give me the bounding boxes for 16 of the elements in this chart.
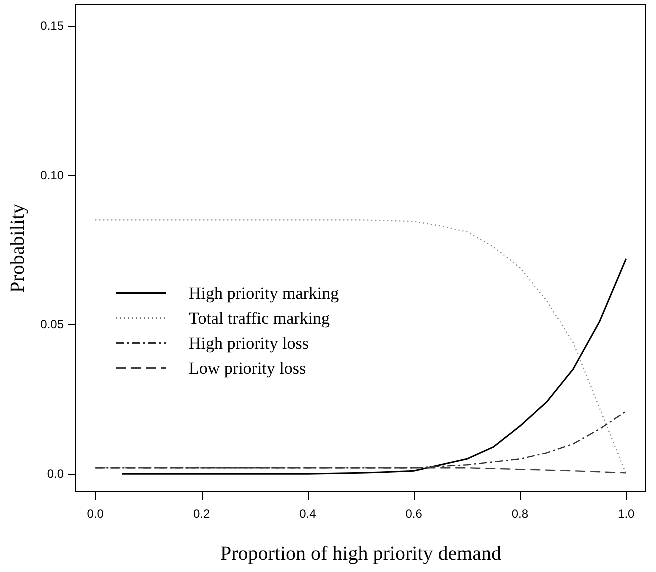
y-tick-label: 0.10	[40, 168, 64, 182]
x-axis-title: Proportion of high priority demand	[220, 543, 502, 565]
legend-label: Total traffic marking	[189, 309, 331, 328]
legend-label: Low priority loss	[189, 359, 306, 378]
x-tick-label: 1.0	[618, 507, 636, 521]
y-tick-label: 0.15	[40, 18, 64, 33]
y-axis-title: Probability	[7, 204, 29, 293]
legend-label: High priority marking	[189, 284, 340, 303]
legend-label: High priority loss	[189, 334, 309, 353]
y-tick-label: 0.0	[47, 467, 64, 482]
x-tick-label: 0.8	[512, 507, 529, 521]
x-tick-label: 0.4	[300, 507, 317, 521]
y-tick-label: 0.05	[40, 318, 64, 332]
x-tick-label: 0.2	[193, 507, 210, 521]
x-tick-label: 0.6	[406, 507, 423, 521]
x-tick-label: 0.0	[87, 507, 104, 521]
